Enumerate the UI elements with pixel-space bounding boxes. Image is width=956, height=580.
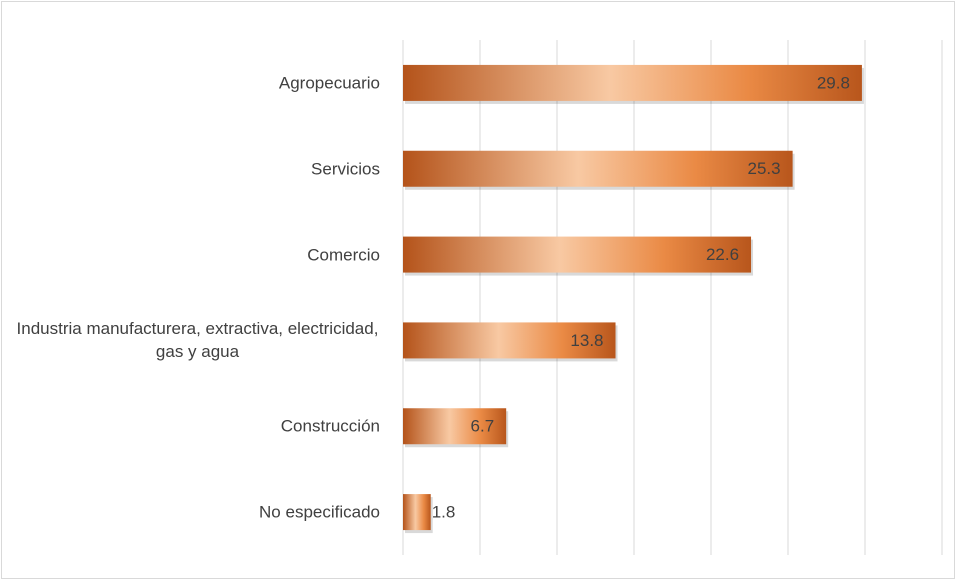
category-text: Agropecuario bbox=[278, 73, 380, 93]
bar bbox=[403, 408, 507, 445]
bar bbox=[403, 322, 616, 359]
category-text: Industria manufacturera, extractiva, ele… bbox=[16, 319, 379, 362]
data-label: 29.8 bbox=[817, 73, 850, 92]
category-label: Construcción bbox=[0, 415, 380, 438]
category-label: No especificado bbox=[0, 501, 380, 524]
data-label: 25.3 bbox=[748, 159, 781, 178]
category-text: Comercio bbox=[307, 245, 380, 265]
bar bbox=[403, 236, 752, 273]
category-text: No especificado bbox=[259, 502, 380, 522]
data-label: 6.7 bbox=[471, 417, 495, 436]
data-label: 22.6 bbox=[706, 245, 739, 264]
data-label: 13.8 bbox=[570, 331, 603, 350]
bar bbox=[403, 64, 862, 101]
category-label: Industria manufacturera, extractiva, ele… bbox=[0, 317, 380, 363]
bar bbox=[403, 494, 431, 531]
bar bbox=[403, 150, 793, 187]
category-label: Servicios bbox=[0, 157, 380, 180]
category-text: Servicios bbox=[311, 159, 380, 179]
category-label: Comercio bbox=[0, 243, 380, 266]
category-text: Construcción bbox=[280, 416, 380, 436]
data-label: 1.8 bbox=[432, 503, 456, 522]
category-label: Agropecuario bbox=[0, 71, 380, 94]
